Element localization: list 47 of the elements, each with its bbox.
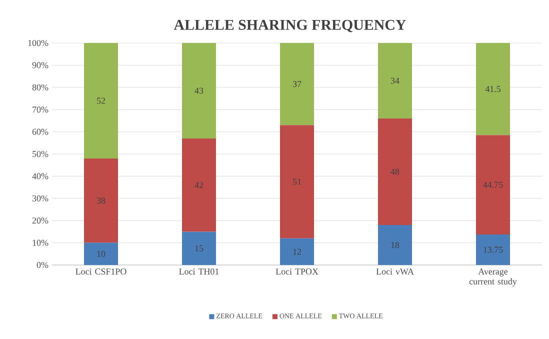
data-label: 37: [292, 81, 302, 88]
x-tick-label: Loci TH01: [179, 268, 219, 275]
y-tick-label: 80%: [32, 84, 48, 90]
y-tick-label: 0%: [36, 262, 48, 268]
y-tick-label: 70%: [32, 106, 48, 113]
bar: [182, 42, 216, 138]
data-label: 34: [390, 78, 400, 84]
data-label: 12: [293, 248, 301, 255]
bar: [378, 42, 412, 118]
data-label: 48: [390, 168, 400, 175]
x-tick-label: Average current study: [469, 268, 517, 286]
bar: [280, 238, 314, 265]
x-tick-label: Loci TPOX: [276, 268, 318, 275]
y-tick-label: 40%: [32, 173, 48, 180]
y-tick-label: 50%: [32, 150, 48, 158]
bar: [378, 118, 412, 226]
bar: [280, 125, 314, 238]
data-label: 52: [97, 98, 105, 104]
data-label: 10: [97, 250, 106, 257]
x-tick-label: Loci CSF1PO: [76, 268, 126, 275]
data-label: 18: [391, 242, 400, 248]
bar: [182, 138, 216, 232]
y-tick-label: 90%: [32, 62, 48, 68]
data-label: 43: [194, 88, 204, 94]
bar: [476, 42, 510, 136]
y-tick-label: 60%: [32, 128, 48, 135]
bar: [84, 242, 118, 265]
chart-title: ALLELE SHARING FREQUENCY: [174, 20, 406, 32]
bar: [84, 158, 118, 243]
bar: [280, 42, 314, 126]
data-label: 42: [194, 182, 203, 188]
x-tick-label: Loci vWA: [376, 268, 414, 275]
data-label: 41.5: [485, 86, 501, 92]
data-label: 44.75: [483, 182, 503, 188]
bar: [84, 42, 118, 158]
data-label: 13.75: [484, 246, 503, 253]
y-tick-label: 20%: [32, 218, 48, 224]
data-label: 51: [293, 178, 301, 185]
y-tick-label: 30%: [32, 195, 48, 202]
bar: [476, 234, 510, 265]
bar: [378, 225, 412, 265]
data-label: 38: [96, 198, 106, 204]
bar: [476, 135, 510, 234]
bar: [182, 232, 216, 265]
data-label: 15: [195, 245, 204, 252]
y-tick-label: 100%: [28, 40, 48, 46]
y-tick-label: 10%: [32, 240, 48, 246]
